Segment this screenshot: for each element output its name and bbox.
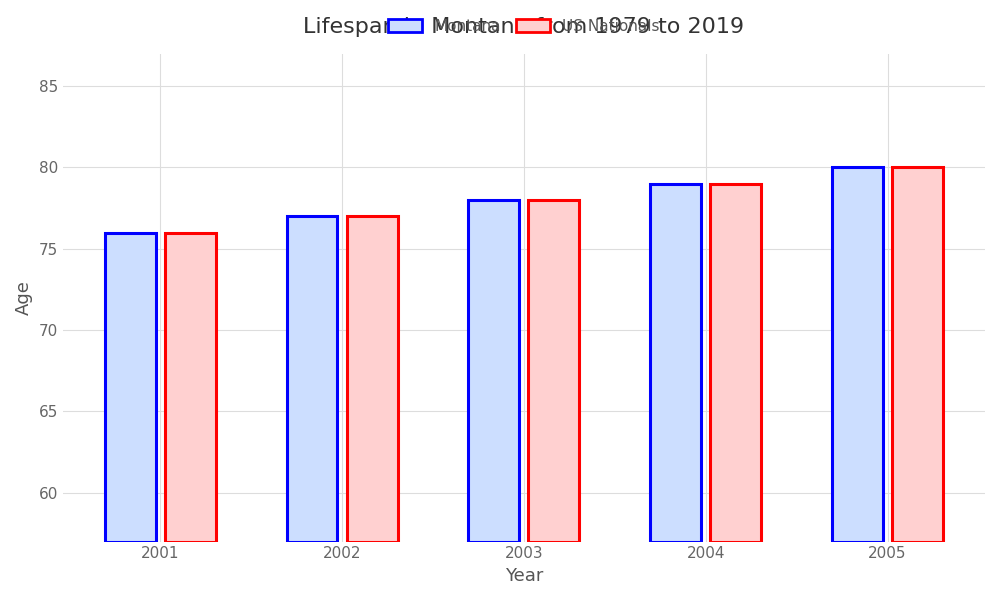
X-axis label: Year: Year bbox=[505, 567, 543, 585]
Bar bbox=[528, 200, 579, 542]
Bar bbox=[287, 216, 337, 542]
Bar bbox=[710, 184, 761, 542]
Bar bbox=[650, 184, 701, 542]
Bar bbox=[105, 233, 156, 542]
Bar bbox=[347, 216, 398, 542]
Legend: Montana, US Nationals: Montana, US Nationals bbox=[382, 13, 665, 40]
Bar bbox=[165, 233, 216, 542]
Bar bbox=[468, 200, 519, 542]
Title: Lifespan in Montana from 1979 to 2019: Lifespan in Montana from 1979 to 2019 bbox=[303, 17, 744, 37]
Bar bbox=[832, 167, 883, 542]
Y-axis label: Age: Age bbox=[15, 280, 33, 315]
Bar bbox=[892, 167, 943, 542]
